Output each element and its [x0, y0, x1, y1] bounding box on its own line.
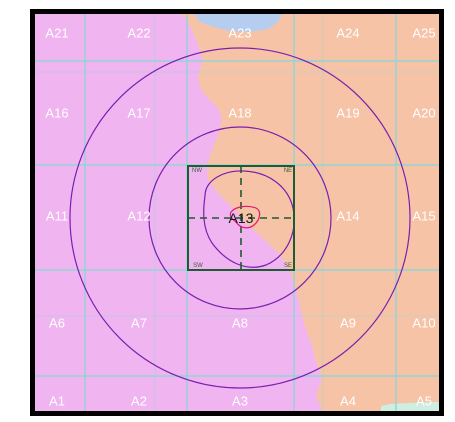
cell-label: A17	[127, 106, 150, 121]
cell-label: A11	[46, 209, 68, 224]
region-blue	[194, 14, 282, 32]
cell-label: A5	[416, 394, 432, 409]
cell-label: A24	[336, 26, 359, 41]
corner-label-se: SE	[284, 263, 292, 269]
corner-label-ne: NE	[284, 168, 292, 174]
cell-label: A4	[340, 394, 356, 409]
cell-label: A7	[131, 316, 147, 331]
inner-ring	[203, 170, 295, 268]
cell-label: A19	[336, 106, 359, 121]
selection-box: NW NE SW SE	[187, 165, 295, 271]
cell-label: A23	[228, 26, 251, 41]
cell-label: A9	[340, 316, 356, 331]
cell-label: A14	[336, 209, 359, 224]
location-marker	[229, 205, 261, 229]
cell-label: A2	[131, 394, 147, 409]
cell-label: A8	[232, 316, 248, 331]
cell-label: A10	[412, 316, 435, 331]
cell-label: A20	[412, 106, 435, 121]
cell-label: A6	[49, 316, 65, 331]
cell-label: A18	[228, 106, 251, 121]
corner-label-nw: NW	[192, 168, 202, 174]
cell-label: A1	[49, 394, 65, 409]
cell-label-highlighted: A13	[229, 210, 254, 226]
cell-label: A15	[412, 209, 435, 224]
grid-lines	[35, 14, 439, 411]
cell-label: A22	[127, 26, 150, 41]
cell-label: A3	[232, 394, 248, 409]
cell-labels: A1 A2 A3 A4 A5 A6 A7 A8 A9 A10 A11 A12 A…	[45, 26, 435, 409]
cell-label: A16	[45, 106, 68, 121]
outer-ring	[69, 47, 411, 389]
cell-label: A12	[127, 209, 150, 224]
middle-ring	[148, 126, 332, 310]
corner-label-sw: SW	[193, 263, 203, 269]
cell-label: A21	[45, 26, 68, 41]
cell-label: A25	[412, 26, 435, 41]
range-rings	[69, 47, 411, 389]
